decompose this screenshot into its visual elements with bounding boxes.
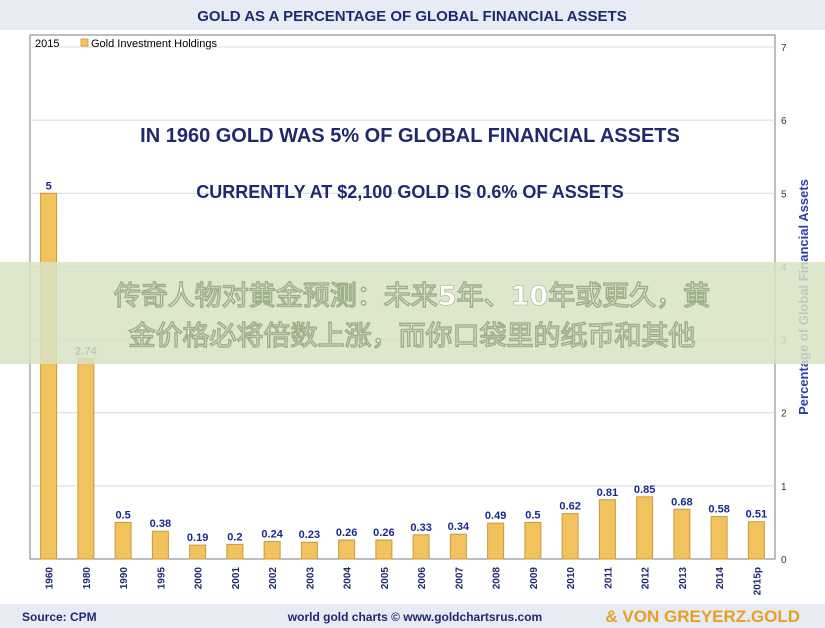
bar-1980 [77, 358, 95, 560]
value-label: 0.23 [299, 529, 320, 541]
bar-2011 [598, 499, 616, 560]
overlay-banner [0, 262, 825, 364]
bar-1995 [151, 530, 169, 560]
x-tick-label: 2006 [417, 567, 428, 590]
title-bar [0, 0, 825, 30]
bar-2007 [449, 533, 467, 560]
x-tick-label: 1960 [45, 567, 56, 590]
value-label: 0.58 [708, 504, 729, 516]
x-tick-label: 2003 [305, 567, 316, 590]
y-tick-label: 2 [781, 409, 787, 420]
value-label: 0.2 [227, 531, 242, 543]
x-tick-label: 2015p [752, 567, 763, 595]
value-label: 0.49 [485, 510, 506, 522]
value-label: 0.38 [150, 518, 171, 530]
footer-credit: world gold charts © www.goldchartsrus.co… [287, 610, 542, 624]
y-tick-label: 5 [781, 189, 787, 200]
legend-swatch [80, 38, 89, 47]
y-tick-label: 1 [781, 482, 787, 493]
x-tick-label: 2002 [268, 567, 279, 590]
value-label: 0.68 [671, 496, 692, 508]
x-tick-label: 2005 [380, 567, 391, 590]
value-label: 0.34 [448, 521, 470, 533]
legend-label: Gold Investment Holdings [91, 38, 217, 50]
x-tick-label: 2007 [454, 567, 465, 590]
bar-1960 [40, 192, 58, 560]
value-label: 0.26 [336, 527, 357, 539]
value-label: 0.5 [115, 509, 130, 521]
x-tick-label: 2014 [715, 567, 726, 590]
x-tick-label: 2013 [678, 567, 689, 590]
annotation-1960: IN 1960 GOLD WAS 5% OF GLOBAL FINANCIAL … [140, 125, 680, 147]
bar-2003 [300, 541, 318, 560]
x-tick-label: 2012 [641, 567, 652, 590]
value-label: 0.19 [187, 532, 208, 544]
x-tick-label: 2011 [603, 567, 614, 589]
bar-2008 [487, 522, 505, 560]
value-label: 0.81 [597, 487, 618, 499]
value-label: 0.5 [525, 509, 540, 521]
x-tick-label: 2000 [194, 567, 205, 590]
y-tick-label: 7 [781, 43, 787, 54]
bar-2010 [561, 513, 579, 560]
bar-2012 [636, 496, 654, 560]
bar-2000 [189, 544, 207, 560]
bar-2002 [263, 540, 281, 560]
value-label: 0.51 [746, 509, 767, 521]
x-tick-label: 2004 [343, 567, 354, 590]
y-tick-label: 0 [781, 555, 787, 566]
y-tick-label: 6 [781, 116, 787, 127]
value-label: 5 [46, 180, 52, 192]
x-tick-label: 2008 [492, 567, 503, 590]
value-label: 0.33 [410, 522, 431, 534]
value-label: 0.62 [559, 501, 580, 513]
annotation-current: CURRENTLY AT $2,100 GOLD IS 0.6% OF ASSE… [196, 182, 623, 202]
x-tick-label: 2009 [529, 567, 540, 590]
x-axis-ticks: 1960 1980 1990 1995 2000 2001 2002 2003 2004 2005… [45, 567, 764, 596]
footer-bar [0, 604, 825, 628]
value-label: 0.24 [261, 528, 283, 540]
bar-2014 [710, 516, 728, 560]
bar-1990 [114, 521, 132, 560]
bar-2005 [375, 539, 393, 560]
x-tick-label: 1995 [156, 567, 167, 590]
x-tick-label: 2010 [566, 567, 577, 590]
x-tick-label: 1990 [119, 567, 130, 590]
legend-year: 2015 [35, 38, 59, 50]
value-label: 0.85 [634, 484, 655, 496]
bar-2006 [412, 534, 430, 560]
bar-2001 [226, 543, 244, 560]
x-tick-label: 1980 [82, 567, 93, 590]
footer-brand: & VON GREYERZ.GOLD [605, 607, 800, 626]
value-label-layer: 52.740.50.380.190.20.240.230.260.260.330… [46, 180, 768, 544]
chart-title: GOLD AS A PERCENTAGE OF GLOBAL FINANCIAL… [197, 8, 626, 25]
bar-2004 [338, 539, 356, 560]
bar-2015p [747, 521, 765, 560]
x-tick-label: 2001 [231, 567, 242, 590]
value-label: 0.26 [373, 527, 394, 539]
banner-line-2: 金价格必将倍数上涨，而你口袋里的纸币和其他 [128, 320, 696, 352]
bar-2013 [673, 508, 691, 560]
banner-line-1: 传奇人物对黄金预测：未来5年、10年或更久，黄 [113, 280, 710, 312]
footer-source: Source: CPM [22, 610, 97, 624]
bar-2009 [524, 521, 542, 560]
